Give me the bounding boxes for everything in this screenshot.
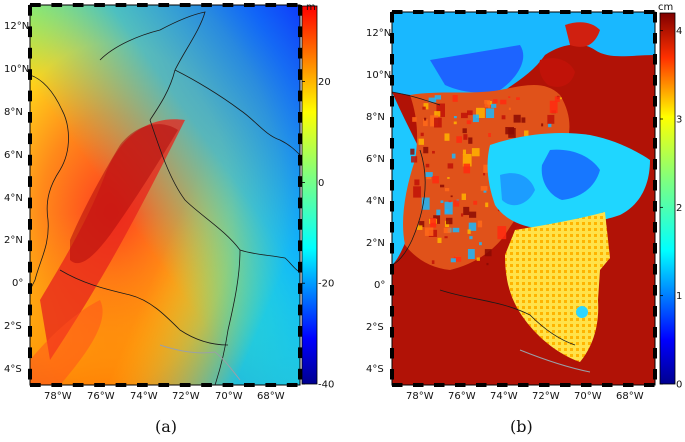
- colorbar-tick-label: -20: [318, 279, 334, 290]
- panel-b-lat-8n: 8°N: [366, 112, 385, 123]
- panel-a-lon-68w: 68°W: [257, 391, 285, 402]
- panel-a-lat-10n: 10°N: [4, 64, 29, 75]
- colorbar-tick-label: 20: [318, 77, 331, 88]
- panel-a-lat-4s: 4°S: [4, 364, 22, 375]
- colorbar-tick-label: 1: [676, 291, 682, 302]
- panel-a-lon-70w: 70°W: [215, 391, 243, 402]
- panel-a-lat-labels: 12°N 10°N 8°N 6°N 4°N 2°N 0° 2°S 4°S: [4, 21, 29, 375]
- panel-a-lat-0: 0°: [12, 278, 23, 289]
- colorbar-tick-label: 2: [676, 203, 682, 214]
- panel-a-frame-ticks: [28, 3, 302, 387]
- colorbar-tick-label: -40: [318, 380, 334, 391]
- colorbar-tick-label: 3: [676, 115, 682, 126]
- panel-b-lon-68w: 68°W: [616, 391, 644, 402]
- caption-panel-b: (b): [510, 417, 533, 436]
- panel-b-map-field: [392, 12, 655, 385]
- panel-b-lat-2n: 2°N: [366, 238, 385, 249]
- panel-a-lon-72w: 72°W: [172, 391, 200, 402]
- colorbar-tick-label: 0: [676, 380, 682, 391]
- panel-b-lon-78w: 78°W: [406, 391, 434, 402]
- panel-a-lon-78w: 78°W: [44, 391, 72, 402]
- caption-panel-a: (a): [155, 417, 178, 436]
- panel-a: 12°N 10°N 8°N 6°N 4°N 2°N 0° 2°S 4°S 78°…: [4, 2, 334, 402]
- panel-a-lat-12n: 12°N: [4, 21, 29, 32]
- panel-b: 12°N 10°N 8°N 6°N 4°N 2°N 0° 2°S 4°S 78°…: [366, 2, 682, 402]
- colorbar-tick-label: 0: [318, 178, 324, 189]
- panel-a-lon-labels: 78°W 76°W 74°W 72°W 70°W 68°W: [44, 391, 285, 402]
- panel-b-lat-labels: 12°N 10°N 8°N 6°N 4°N 2°N 0° 2°S 4°S: [366, 28, 391, 375]
- panel-b-lon-72w: 72°W: [532, 391, 560, 402]
- panel-a-map-field: [30, 5, 300, 385]
- panel-a-lat-6n: 6°N: [4, 150, 23, 161]
- panel-b-colorbar: cm 4 3 2 1 0: [658, 2, 682, 391]
- panel-b-lat-10n: 10°N: [366, 70, 391, 81]
- panel-b-lat-12n: 12°N: [366, 28, 391, 39]
- panel-a-lat-4n: 4°N: [4, 193, 23, 204]
- panel-b-lon-74w: 74°W: [490, 391, 518, 402]
- panel-b-lat-4s: 4°S: [366, 364, 384, 375]
- panel-a-colorbar-ticks: 20 0 -20 -40: [302, 77, 334, 391]
- panel-a-lat-2n: 2°N: [4, 235, 23, 246]
- panel-b-frame-ticks: [390, 10, 657, 387]
- colorbar-tick-label: 4: [676, 26, 682, 37]
- panel-a-lon-76w: 76°W: [87, 391, 115, 402]
- panel-b-lon-labels: 78°W 76°W 74°W 72°W 70°W 68°W: [406, 391, 644, 402]
- panel-b-colorbar-unit: cm: [658, 2, 673, 13]
- panel-a-colorbar: m 20 0 -20 -40: [301, 2, 334, 391]
- panel-b-lon-70w: 70°W: [574, 391, 602, 402]
- panel-b-lat-4n: 4°N: [366, 196, 385, 207]
- panel-a-lon-74w: 74°W: [130, 391, 158, 402]
- panel-b-lat-2s: 2°S: [366, 322, 384, 333]
- panel-b-lon-76w: 76°W: [448, 391, 476, 402]
- panel-b-colorbar-ticks: 4 3 2 1 0: [660, 26, 682, 391]
- panel-a-lat-8n: 8°N: [4, 107, 23, 118]
- panel-b-lat-0: 0°: [374, 280, 385, 291]
- panel-b-lat-6n: 6°N: [366, 154, 385, 165]
- panel-a-lat-2s: 2°S: [4, 321, 22, 332]
- panel-a-colorbar-unit: m: [306, 2, 316, 13]
